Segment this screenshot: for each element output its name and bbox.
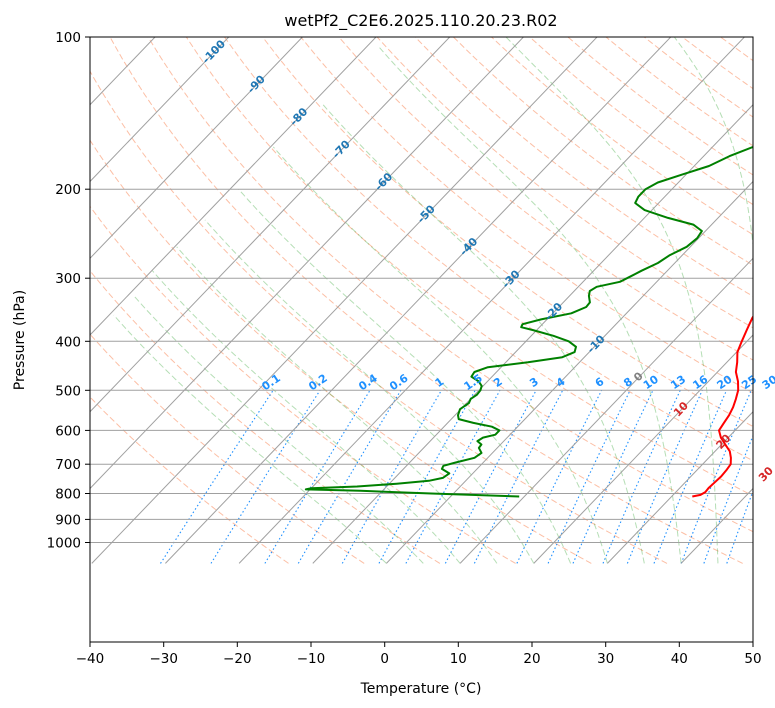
y-axis: 100 200 300 400 500 600 700 800 900 1000 — [47, 30, 90, 552]
moist-adiabat-line — [321, 102, 645, 564]
x-tick-label: 30 — [597, 651, 614, 667]
moist-adiabat-line — [133, 295, 424, 564]
dry-adiabat-line — [376, 37, 753, 329]
x-tick-label: −10 — [297, 651, 326, 667]
y-axis-label: Pressure (hPa) — [12, 290, 28, 390]
x-tick-label: 20 — [523, 651, 540, 667]
x-tick-label: 50 — [744, 651, 761, 667]
isotherm-label: 30 — [756, 464, 775, 484]
isotherm-line — [459, 257, 753, 564]
isotherm-line — [238, 37, 746, 564]
dry-adiabat-line — [90, 270, 441, 564]
dry-adiabat-line — [453, 37, 753, 266]
x-tick-label: 0 — [380, 651, 389, 667]
moist-adiabat-line — [238, 188, 572, 564]
y-tick-label: 900 — [55, 512, 81, 528]
x-tick-label: 10 — [450, 651, 467, 667]
isotherm-line — [90, 37, 451, 413]
x-tick-label: −40 — [76, 651, 105, 667]
y-tick-label: 300 — [55, 271, 81, 287]
isotherm-line — [90, 37, 377, 336]
dry-adiabat-line — [224, 37, 753, 462]
isotherm-line — [165, 37, 672, 564]
x-tick-label: −30 — [149, 651, 178, 667]
y-tick-label: 1000 — [47, 536, 81, 552]
x-tick-label: 40 — [671, 651, 688, 667]
y-tick-label: 700 — [55, 457, 81, 473]
dry-adiabat-line — [300, 37, 753, 394]
isotherm-line — [90, 37, 230, 183]
moist-adiabat-line — [379, 47, 682, 564]
isotherm-lines — [90, 37, 753, 564]
y-tick-label: 200 — [55, 182, 81, 198]
isotherm-line — [533, 334, 753, 564]
moist-adiabat-line — [204, 219, 535, 564]
profile-series — [304, 145, 753, 498]
moist-adiabat-line — [152, 270, 461, 564]
isotherm-line — [386, 180, 753, 564]
isotherm-line — [607, 411, 753, 564]
temperature-line — [692, 314, 753, 498]
y-tick-label: 500 — [55, 383, 81, 399]
y-tick-label: 100 — [55, 30, 81, 46]
moist-adiabat-line — [272, 146, 608, 564]
dewpoint-line — [304, 145, 753, 498]
y-tick-label: 600 — [55, 423, 81, 439]
plot-frame — [89, 36, 754, 643]
y-tick-label: 400 — [55, 334, 81, 350]
chart-title: wetPf2_C2E6.2025.110.20.23.R02 — [284, 11, 557, 31]
isotherm-line — [312, 104, 753, 564]
x-axis-label: Temperature (°C) — [360, 681, 482, 697]
isotherm-line — [91, 37, 598, 564]
x-tick-label: −20 — [223, 651, 252, 667]
isotherm-line — [90, 37, 304, 260]
dry-adiabat-line — [90, 139, 592, 564]
isotherm-line — [90, 37, 525, 490]
y-tick-label: 800 — [55, 487, 81, 503]
x-axis: −40 −30 −20 −10 0 10 20 30 40 50 — [76, 642, 762, 667]
moist-adiabat-line — [113, 314, 387, 564]
